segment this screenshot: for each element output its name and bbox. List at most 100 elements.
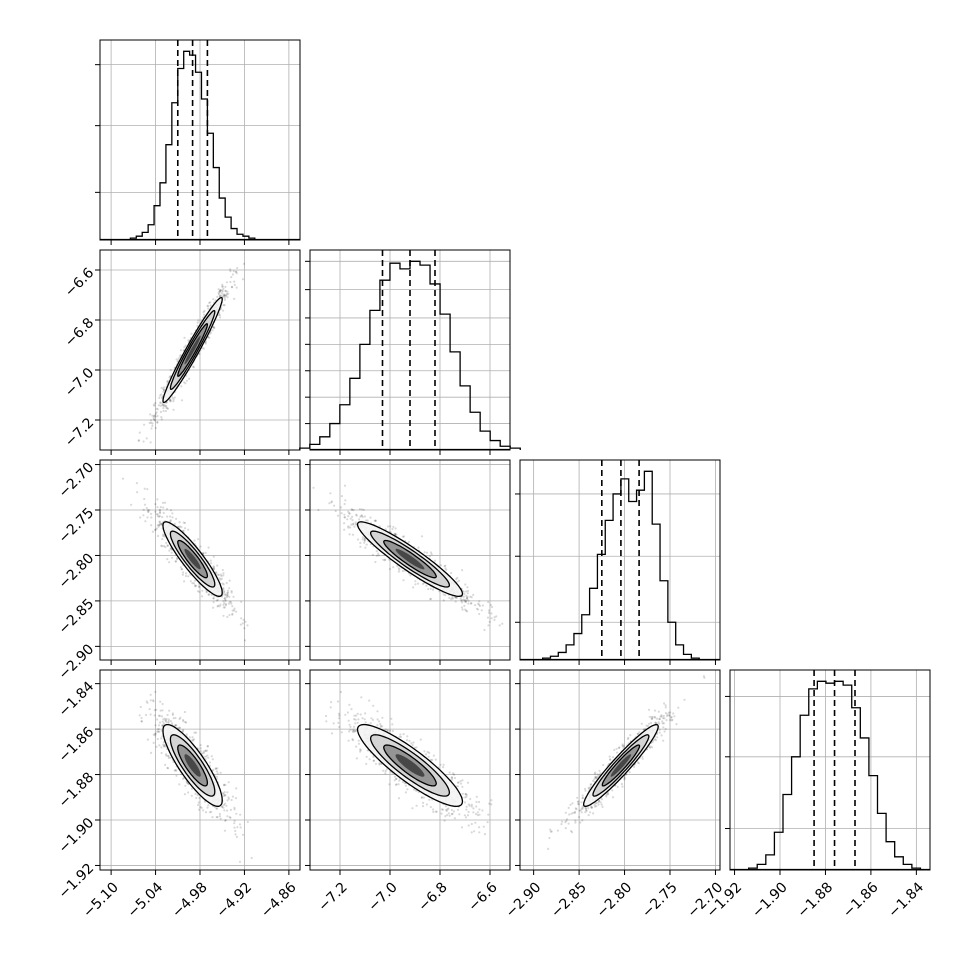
- sample-point: [164, 501, 167, 504]
- sample-point: [467, 803, 470, 806]
- sample-point: [410, 742, 413, 745]
- sample-point: [478, 813, 481, 816]
- sample-point: [447, 807, 450, 810]
- sample-point: [157, 714, 160, 717]
- sample-point: [429, 805, 432, 809]
- sample-point: [202, 311, 205, 314]
- axes-frame: [309, 459, 511, 661]
- sample-point: [657, 710, 660, 713]
- sample-point: [332, 722, 335, 725]
- sample-point: [361, 515, 364, 519]
- sample-point: [329, 492, 332, 495]
- sample-point: [161, 702, 164, 706]
- sample-point: [162, 390, 165, 393]
- sample-point: [157, 730, 160, 733]
- density-contour: [369, 734, 451, 797]
- sample-point: [467, 599, 470, 603]
- sample-point: [158, 521, 161, 524]
- density-fill: [395, 548, 425, 570]
- density-contour: [162, 723, 223, 807]
- sample-point: [150, 524, 153, 527]
- sample-point: [202, 751, 205, 755]
- sample-point: [344, 499, 347, 502]
- sample-point: [149, 413, 152, 416]
- sample-point: [174, 560, 177, 563]
- sample-point: [223, 597, 226, 600]
- sample-point: [239, 623, 242, 626]
- sample-point: [378, 762, 381, 765]
- sample-point: [221, 568, 224, 572]
- sample-point: [170, 551, 173, 554]
- sample-point: [662, 739, 665, 742]
- sample-point: [656, 736, 659, 739]
- sample-point: [221, 290, 224, 293]
- sample-point: [464, 792, 467, 796]
- sample-point: [442, 599, 445, 602]
- sample-point: [376, 710, 379, 713]
- sample-point: [196, 324, 199, 327]
- sample-point: [374, 560, 377, 564]
- scatter-panel-2-1: [305, 459, 511, 665]
- axes-frame: [309, 669, 511, 871]
- sample-point: [192, 365, 195, 368]
- sample-point: [653, 738, 657, 741]
- sample-point: [223, 591, 226, 594]
- sample-point: [336, 700, 340, 703]
- density-contour: [177, 539, 209, 579]
- sample-point: [463, 801, 467, 804]
- sample-point: [340, 731, 343, 734]
- sample-point: [231, 605, 234, 608]
- sample-point: [343, 484, 347, 487]
- sample-point: [231, 613, 234, 616]
- sample-point: [165, 717, 168, 721]
- sample-point: [183, 381, 186, 384]
- sample-point: [145, 700, 148, 703]
- sample-point: [351, 515, 354, 519]
- sample-point: [211, 758, 214, 761]
- sample-point: [194, 792, 197, 796]
- sample-point: [159, 522, 162, 525]
- sample-point: [452, 810, 455, 813]
- sample-point: [162, 743, 165, 746]
- sample-point: [223, 294, 226, 297]
- sample-point: [395, 783, 398, 786]
- sample-point: [223, 829, 226, 832]
- sample-point: [347, 526, 350, 529]
- sample-point: [560, 820, 564, 823]
- sample-point: [478, 600, 481, 603]
- sample-point: [466, 781, 470, 784]
- sample-point: [369, 722, 372, 725]
- sample-point: [158, 511, 162, 515]
- sample-point: [197, 590, 200, 593]
- sample-point: [348, 533, 351, 536]
- sample-point: [470, 831, 473, 834]
- sample-point: [355, 513, 358, 516]
- sample-point: [161, 403, 164, 406]
- sample-point: [383, 559, 386, 562]
- sample-point: [394, 532, 397, 536]
- sample-point: [391, 723, 394, 726]
- sample-point: [472, 593, 475, 597]
- sample-point: [444, 815, 447, 818]
- sample-point: [460, 606, 463, 609]
- sample-point: [488, 620, 491, 624]
- sample-point: [475, 607, 479, 610]
- sample-point: [206, 304, 209, 307]
- sample-point: [153, 404, 156, 407]
- sample-point: [178, 521, 181, 524]
- sample-point: [440, 812, 443, 815]
- sample-point: [182, 720, 185, 723]
- sample-point: [215, 775, 218, 778]
- sample-point: [330, 732, 334, 735]
- sample-point: [450, 776, 453, 779]
- sample-point: [442, 766, 445, 769]
- sample-point: [651, 716, 654, 719]
- sample-point: [154, 732, 157, 735]
- sample-point: [465, 590, 468, 593]
- sample-point: [216, 772, 219, 775]
- sample-point: [153, 714, 156, 717]
- sample-point: [219, 573, 222, 576]
- sample-point: [218, 294, 221, 297]
- sample-point: [191, 582, 194, 585]
- sample-point: [352, 508, 355, 512]
